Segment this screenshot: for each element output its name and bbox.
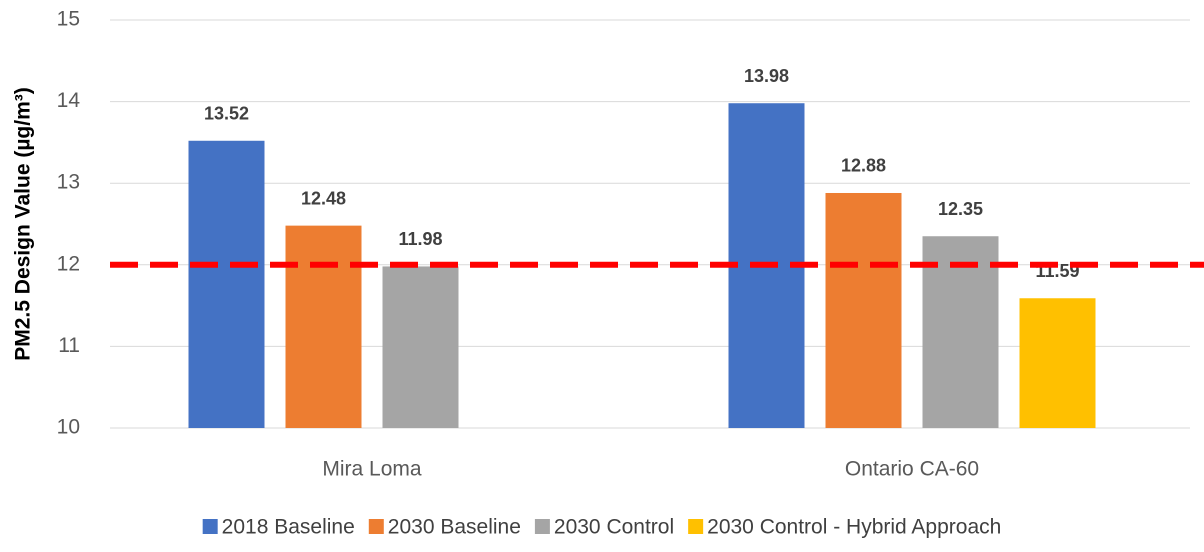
- legend-label: 2030 Control - Hybrid Approach: [707, 516, 1001, 539]
- y-tick-label: 14: [57, 89, 81, 112]
- legend-swatch: [688, 519, 704, 534]
- x-tick-label: Mira Loma: [322, 458, 422, 481]
- value-label: 13.52: [204, 104, 249, 124]
- y-tick-label: 11: [58, 334, 80, 357]
- bar: [825, 192, 902, 428]
- bar: [1019, 298, 1096, 428]
- legend-swatch: [368, 519, 384, 534]
- value-label: 13.98: [744, 66, 789, 86]
- value-label: 12.88: [841, 156, 886, 176]
- bar: [922, 236, 999, 428]
- y-tick-label: 13: [57, 171, 80, 194]
- legend-label: 2030 Baseline: [388, 516, 521, 539]
- legend-label: 2018 Baseline: [222, 516, 355, 539]
- y-tick-label: 15: [57, 8, 80, 31]
- x-tick-label: Ontario CA-60: [845, 458, 979, 481]
- value-label: 12.48: [301, 188, 346, 208]
- bar: [285, 225, 362, 428]
- legend-swatch: [534, 519, 550, 534]
- value-label: 11.98: [398, 229, 442, 249]
- y-tick-label: 12: [57, 252, 80, 275]
- bar: [382, 266, 459, 428]
- y-axis-label: PM2.5 Design Value (µg/m³): [12, 87, 35, 361]
- y-tick-label: 10: [57, 416, 80, 439]
- legend-label: 2030 Control: [554, 516, 674, 539]
- bar: [188, 140, 265, 428]
- value-label: 12.35: [938, 199, 983, 219]
- legend-swatch: [202, 519, 218, 534]
